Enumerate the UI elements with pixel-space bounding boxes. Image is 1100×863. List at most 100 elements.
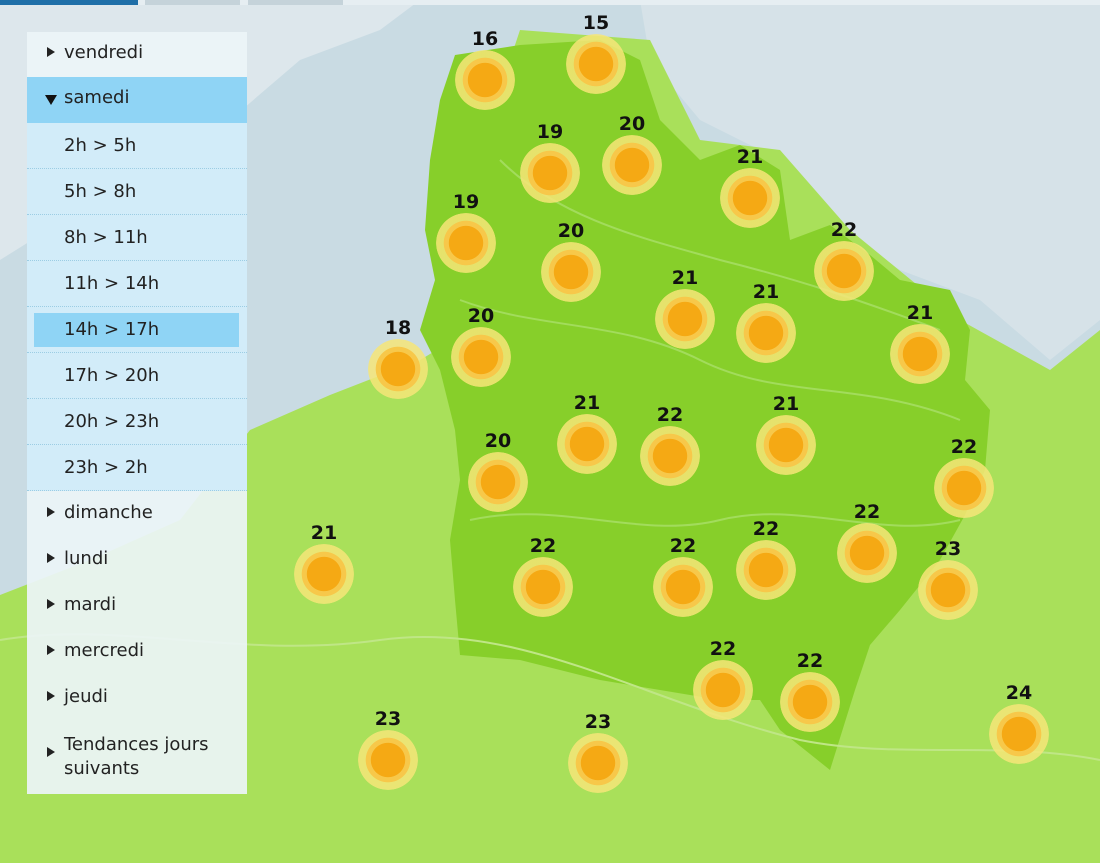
- temperature-label: 16: [471, 28, 499, 50]
- sun-icon: [566, 34, 626, 94]
- caret-right-icon: [47, 691, 55, 701]
- time-slot-item-active[interactable]: 14h > 17h: [27, 307, 247, 353]
- forecast-point[interactable]: 22: [688, 638, 758, 728]
- caret-right-icon: [47, 507, 55, 517]
- forecast-point[interactable]: 20: [536, 220, 606, 310]
- forecast-point[interactable]: 21: [731, 281, 801, 371]
- temperature-label: 23: [374, 708, 402, 730]
- temperature-label: 22: [830, 219, 858, 241]
- forecast-point[interactable]: 22: [635, 404, 705, 494]
- sun-icon: [736, 303, 796, 363]
- sun-icon: [368, 339, 428, 399]
- sun-icon: [568, 733, 628, 793]
- forecast-point[interactable]: 21: [885, 302, 955, 392]
- sun-icon: [756, 415, 816, 475]
- time-slot-label: 23h > 2h: [64, 457, 148, 478]
- time-slot-item[interactable]: 8h > 11h: [27, 215, 247, 261]
- forecast-point[interactable]: 21: [650, 267, 720, 357]
- forecast-point[interactable]: 18: [363, 317, 433, 407]
- forecast-point[interactable]: 21: [552, 392, 622, 482]
- forecast-point[interactable]: 20: [463, 430, 533, 520]
- top-tab[interactable]: [248, 0, 343, 5]
- temperature-label: 22: [853, 501, 881, 523]
- trends-label-line2: suivants: [64, 758, 140, 779]
- temperature-label: 23: [584, 711, 612, 733]
- time-slot-label: 20h > 23h: [64, 411, 160, 432]
- day-item-mercredi[interactable]: mercredi: [27, 630, 247, 676]
- day-label: mardi: [64, 594, 117, 615]
- forecast-point[interactable]: 23: [563, 711, 633, 801]
- forecast-point[interactable]: 22: [731, 518, 801, 608]
- temperature-label: 22: [669, 535, 697, 557]
- temperature-label: 19: [452, 191, 480, 213]
- temperature-label: 21: [573, 392, 601, 414]
- time-slot-item[interactable]: 23h > 2h: [27, 445, 247, 491]
- river: [469, 513, 961, 527]
- day-label: jeudi: [64, 686, 108, 707]
- forecast-point[interactable]: 21: [715, 146, 785, 236]
- time-slot-item[interactable]: 17h > 20h: [27, 353, 247, 399]
- river: [499, 159, 941, 331]
- sun-icon: [837, 523, 897, 583]
- forecast-point[interactable]: 22: [832, 501, 902, 591]
- time-slot-label: 14h > 17h: [64, 319, 160, 340]
- top-tab-active[interactable]: [0, 0, 138, 5]
- forecast-point[interactable]: 19: [431, 191, 501, 281]
- top-tab[interactable]: [145, 0, 240, 5]
- forecast-day-menu: vendredi samedi 2h > 5h 5h > 8h 8h > 11h…: [27, 32, 247, 794]
- sun-icon: [640, 426, 700, 486]
- time-slot-item[interactable]: 11h > 14h: [27, 261, 247, 307]
- temperature-label: 22: [752, 518, 780, 540]
- time-slot-label: 2h > 5h: [64, 135, 137, 156]
- temperature-label: 21: [671, 267, 699, 289]
- temperature-label: 21: [310, 522, 338, 544]
- forecast-point[interactable]: 20: [597, 113, 667, 203]
- time-slot-item[interactable]: 5h > 8h: [27, 169, 247, 215]
- forecast-point[interactable]: 20: [446, 305, 516, 395]
- day-item-jeudi[interactable]: jeudi: [27, 676, 247, 722]
- trends-item[interactable]: Tendances jours suivants: [27, 732, 247, 788]
- sun-icon: [468, 452, 528, 512]
- time-slot-label: 5h > 8h: [64, 181, 137, 202]
- day-label: dimanche: [64, 502, 153, 523]
- day-item-dimanche[interactable]: dimanche: [27, 492, 247, 538]
- forecast-point[interactable]: 24: [984, 682, 1054, 772]
- forecast-point[interactable]: 22: [809, 219, 879, 309]
- sun-icon: [934, 458, 994, 518]
- forecast-point[interactable]: 22: [508, 535, 578, 625]
- caret-right-icon: [47, 553, 55, 563]
- forecast-point[interactable]: 23: [913, 538, 983, 628]
- sun-icon: [780, 672, 840, 732]
- forecast-point[interactable]: 23: [353, 708, 423, 798]
- day-item-mardi[interactable]: mardi: [27, 584, 247, 630]
- sun-icon: [602, 135, 662, 195]
- sun-icon: [455, 50, 515, 110]
- day-item-vendredi[interactable]: vendredi: [27, 32, 247, 78]
- forecast-point[interactable]: 21: [289, 522, 359, 612]
- day-label: mercredi: [64, 640, 145, 661]
- sun-icon: [918, 560, 978, 620]
- time-slot-item[interactable]: 20h > 23h: [27, 399, 247, 445]
- time-slot-label: 17h > 20h: [64, 365, 160, 386]
- temperature-label: 24: [1005, 682, 1033, 704]
- day-item-samedi[interactable]: samedi: [27, 77, 247, 123]
- forecast-point[interactable]: 19: [515, 121, 585, 211]
- forecast-point[interactable]: 22: [648, 535, 718, 625]
- belgium-land: [640, 0, 1100, 360]
- forecast-point[interactable]: 16: [450, 28, 520, 118]
- temperature-label: 19: [536, 121, 564, 143]
- forecast-point[interactable]: 21: [751, 393, 821, 483]
- forecast-point[interactable]: 22: [929, 436, 999, 526]
- active-highlight: [34, 313, 239, 347]
- temperature-label: 20: [618, 113, 646, 135]
- sun-icon: [655, 289, 715, 349]
- forecast-point[interactable]: 22: [775, 650, 845, 740]
- river: [459, 299, 961, 421]
- time-slot-label: 8h > 11h: [64, 227, 148, 248]
- temperature-label: 21: [906, 302, 934, 324]
- forecast-point[interactable]: 15: [561, 12, 631, 102]
- sun-icon: [541, 242, 601, 302]
- trends-label-line1: Tendances jours: [64, 734, 209, 755]
- time-slot-item[interactable]: 2h > 5h: [27, 123, 247, 169]
- day-item-lundi[interactable]: lundi: [27, 538, 247, 584]
